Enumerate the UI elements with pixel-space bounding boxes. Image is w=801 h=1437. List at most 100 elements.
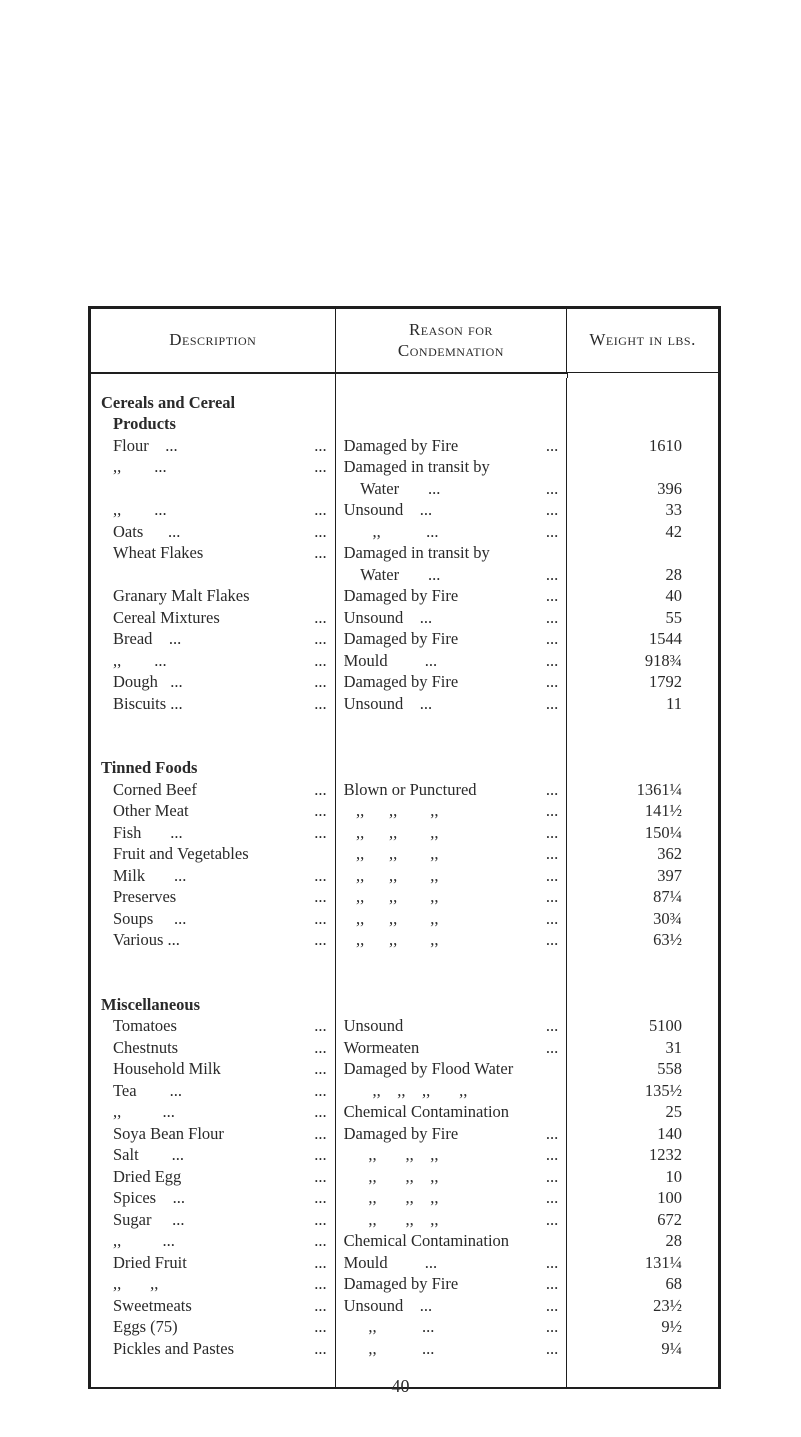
section-spacer [336,951,567,994]
reason-cell: Damaged by Fire... [336,671,567,693]
weight-cell: 25 [567,1101,718,1123]
reason-cell: Damaged by Fire... [336,628,567,650]
weight-cell: 362 [567,843,718,865]
reason-cell: ,, ,, ,,... [336,886,567,908]
desc-cell: Oats ...... [91,521,335,543]
desc-cell: Bread ...... [91,628,335,650]
reason-cell: ,, ,, ,, ,, [336,1080,567,1102]
desc-cell: Eggs (75)... [91,1316,335,1338]
reason-cell: ,, ,, ,,... [336,1144,567,1166]
weight-cell: 30¾ [567,908,718,930]
blank-line: x [336,994,567,1016]
desc-cell: Pickles and Pastes... [91,1338,335,1360]
reason-cell: Unsound... [336,1015,567,1037]
table-body: Cereals and CerealProductsFlour ......,,… [91,378,718,1388]
weight-cell: 1610 [567,435,718,457]
desc-cell: Sugar ...... [91,1209,335,1231]
section-spacer [91,951,335,994]
header-weight: Weight in lbs. [567,309,718,372]
weight-cell: 9½ [567,1316,718,1338]
reason-cell: Unsound ...... [336,499,567,521]
reason-cell: Chemical Contamination [336,1230,567,1252]
desc-cell: Household Milk... [91,1058,335,1080]
reason-cell: Mould ...... [336,1252,567,1274]
reason-cell: ,, ,, ,,... [336,822,567,844]
desc-cell: Wheat Flakes... [91,542,335,564]
weight-column: xx1610x3963342x2840551544918¾179211x1361… [567,378,718,1388]
blank-line: x [567,757,718,779]
weight-cell: 87¼ [567,886,718,908]
page: Description Reason for Condemnation Weig… [0,0,801,1437]
weight-cell: 28 [567,1230,718,1252]
description-column: Cereals and CerealProductsFlour ......,,… [91,378,336,1388]
reason-cell: ,, ...... [336,1316,567,1338]
desc-cell: ,, ...... [91,499,335,521]
reason-cell: Chemical Contamination [336,1101,567,1123]
header-description: Description [91,309,336,372]
desc-cell: ,, ...... [91,456,335,478]
reason-cell: ,, ...... [336,1338,567,1360]
section-spacer [91,714,335,757]
section-heading: Products [91,413,335,435]
desc-cell: Granary Malt Flakes [91,585,335,607]
weight-cell: 150¼ [567,822,718,844]
header-reason-l2: Condemnation [398,341,504,360]
weight-cell: 918¾ [567,650,718,672]
reason-cell: Damaged by Fire... [336,1273,567,1295]
desc-cell: Other Meat... [91,800,335,822]
header-reason-l1: Reason for [409,320,493,339]
page-number: 40 [0,1376,801,1397]
weight-cell: 672 [567,1209,718,1231]
reason-cell: Damaged by Fire... [336,1123,567,1145]
table-frame: Description Reason for Condemnation Weig… [88,306,721,1389]
desc-cell: Spices ...... [91,1187,335,1209]
reason-cell: Water ...... [336,564,567,586]
reason-cell: Damaged by Fire... [336,435,567,457]
reason-cell: Wormeaten... [336,1037,567,1059]
weight-cell: 558 [567,1058,718,1080]
weight-cell: 11 [567,693,718,715]
weight-cell: 55 [567,607,718,629]
reason-cell: Damaged by Flood Water [336,1058,567,1080]
weight-cell: 31 [567,1037,718,1059]
reason-cell: ,, ,, ,,... [336,1166,567,1188]
weight-cell: 141½ [567,800,718,822]
desc-cell: ,, ...... [91,1101,335,1123]
desc-cell: Soups ...... [91,908,335,930]
weight-cell: 42 [567,521,718,543]
desc-cell: Milk ...... [91,865,335,887]
desc-cell: Dried Egg... [91,1166,335,1188]
weight-cell: 396 [567,478,718,500]
reason-column: xxDamaged by Fire...Damaged in transit b… [336,378,568,1388]
desc-cell: Fruit and Vegetables [91,843,335,865]
weight-cell: 33 [567,499,718,521]
weight-cell: 131¼ [567,1252,718,1274]
reason-cell: ,, ,, ,,... [336,843,567,865]
desc-cell: Dried Fruit... [91,1252,335,1274]
desc-cell: Flour ...... [91,435,335,457]
desc-cell: Salt ...... [91,1144,335,1166]
reason-cell: Damaged in transit by [336,542,567,564]
reason-cell: Unsound ...... [336,607,567,629]
weight-cell: 1232 [567,1144,718,1166]
weight-cell: 1792 [567,671,718,693]
desc-cell: Corned Beef... [91,779,335,801]
reason-cell: Damaged in transit by [336,456,567,478]
weight-cell: 135½ [567,1080,718,1102]
blank-line: x [567,542,718,564]
weight-cell: 40 [567,585,718,607]
reason-cell: Unsound ...... [336,1295,567,1317]
desc-cell: ,, ,,... [91,1273,335,1295]
blank-line: x [336,757,567,779]
weight-cell: 397 [567,865,718,887]
section-heading: Cereals and Cereal [91,392,335,414]
blank-line: x [567,994,718,1016]
section-spacer [567,951,718,994]
blank-line: x [336,413,567,435]
weight-cell: 68 [567,1273,718,1295]
table-header-row: Description Reason for Condemnation Weig… [91,309,718,373]
desc-cell: Tomatoes... [91,1015,335,1037]
desc-cell: Soya Bean Flour... [91,1123,335,1145]
weight-cell: 140 [567,1123,718,1145]
weight-cell: 100 [567,1187,718,1209]
